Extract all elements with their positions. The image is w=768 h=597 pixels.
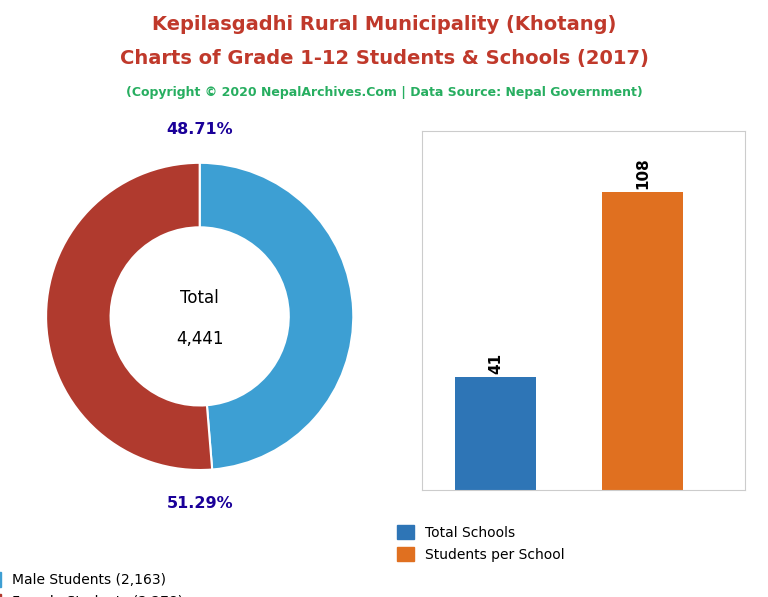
Legend: Total Schools, Students per School: Total Schools, Students per School <box>397 525 564 562</box>
Bar <box>602 192 683 490</box>
Text: Kepilasgadhi Rural Municipality (Khotang): Kepilasgadhi Rural Municipality (Khotang… <box>152 15 616 34</box>
Text: Total: Total <box>180 289 219 307</box>
Text: 51.29%: 51.29% <box>167 496 233 511</box>
Text: Charts of Grade 1-12 Students & Schools (2017): Charts of Grade 1-12 Students & Schools … <box>120 49 648 68</box>
Legend: Male Students (2,163), Female Students (2,278): Male Students (2,163), Female Students (… <box>0 573 183 597</box>
Text: 4,441: 4,441 <box>176 331 223 349</box>
Text: 41: 41 <box>488 353 503 374</box>
Text: 108: 108 <box>635 158 650 189</box>
Bar <box>455 377 536 490</box>
Text: 48.71%: 48.71% <box>167 122 233 137</box>
Text: (Copyright © 2020 NepalArchives.Com | Data Source: Nepal Government): (Copyright © 2020 NepalArchives.Com | Da… <box>126 86 642 99</box>
Wedge shape <box>46 163 212 470</box>
Wedge shape <box>200 163 353 469</box>
